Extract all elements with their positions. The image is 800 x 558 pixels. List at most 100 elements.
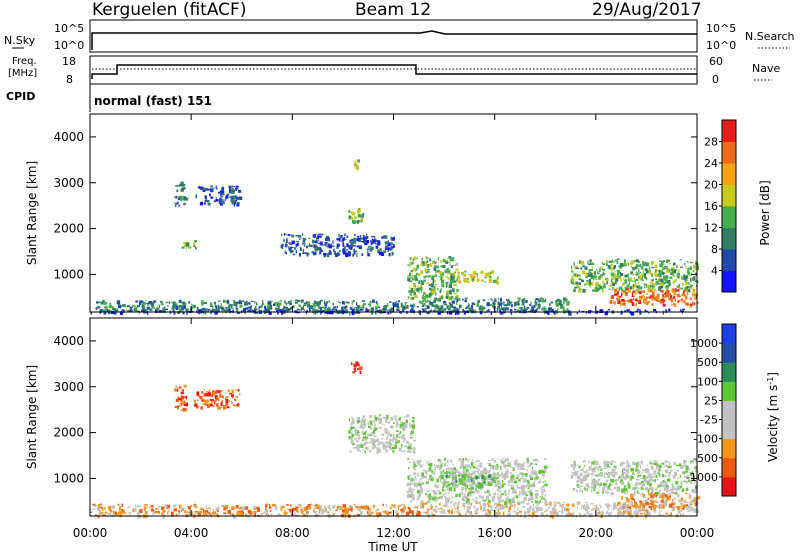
echo-cell-5 [435,498,438,500]
echo-cell-8 [411,297,415,300]
echo-cell-5 [360,220,362,223]
echo-cell-2 [214,395,218,399]
echo-cell-4 [379,414,381,417]
echo-cell-0 [314,507,318,509]
echo-cell-12 [657,296,660,301]
echo-cell-5 [500,469,503,471]
echo-cell-12 [676,289,680,292]
echo-cell-5 [510,498,514,503]
echo-cell-8 [593,487,596,491]
echo-cell-10 [465,307,467,310]
echo-cell-5 [352,212,356,216]
echo-cell-11 [687,269,690,273]
echo-cell-5 [451,496,453,498]
echo-cell-5 [464,464,466,466]
echo-cell-5 [537,482,541,484]
echo-cell-12 [657,300,660,302]
echo-cell-11 [619,277,622,282]
echo-cell-8 [609,472,611,475]
echo-cell-8 [662,474,665,478]
echo-cell-10 [563,299,567,302]
echo-cell-1 [176,305,178,308]
echo-cell-11 [643,273,646,277]
echo-cell-8 [597,478,601,481]
echo-cell-5 [356,220,359,224]
echo-cell-4 [401,443,403,448]
echo-cell-0 [90,508,93,510]
echo-cell-5 [544,483,548,487]
echo-cell-8 [680,480,683,485]
echo-cell-5 [443,472,447,474]
echo-cell-8 [582,460,585,463]
echo-cell-11 [684,279,687,283]
echo-cell-1 [300,299,304,303]
echo-cell-10 [503,303,505,306]
echo-cell-10 [497,301,499,306]
echo-cell-1 [376,309,380,313]
echo-cell-4 [369,432,372,435]
echo-cell-8 [429,258,432,262]
echo-cell-3 [229,196,232,198]
echo-cell-10 [451,309,455,313]
echo-cell-0 [168,509,170,512]
echo-cell-7 [554,501,556,505]
echo-cell-8 [657,465,659,469]
echo-cell-8 [439,295,441,299]
echo-cell-12 [667,290,670,295]
echo-cell-8 [669,488,673,492]
echo-cell-5 [430,468,433,471]
echo-cell-0 [232,513,235,516]
echo-cell-9 [641,493,643,495]
echo-cell-5 [529,492,533,496]
echo-cell-0 [349,505,351,509]
echo-cell-8 [417,290,420,293]
echo-cell-12 [694,297,698,300]
echo-cell-4 [391,440,394,442]
echo-cell-3 [203,202,206,205]
echo-cell-8 [415,268,418,271]
echo-cell-8 [572,473,575,476]
echo-cell-7 [518,510,523,513]
echo-cell-7 [317,235,319,239]
echo-cell-4 [364,450,366,454]
echo-cell-11 [577,274,579,277]
echo-cell-1 [173,304,177,309]
time-tick-label: 20:00 [579,526,614,540]
echo-cell-11 [578,279,582,281]
echo-cell-5 [470,466,472,469]
echo-cell-6 [459,475,461,479]
echo-cell-4 [369,425,373,427]
echo-cell-0 [220,505,224,508]
echo-cell-8 [597,467,600,471]
echo-cell-1 [229,303,231,307]
echo-cell-8 [630,467,634,472]
echo-cell-6 [455,480,458,484]
echo-cell-8 [424,292,426,295]
echo-cell-5 [512,467,515,472]
echo-cell-12 [651,303,654,306]
colorbar-swatch [722,141,736,164]
echo-cell-9 [668,504,671,506]
echo-cell-7 [567,511,571,514]
echo-cell-1 [177,407,179,410]
echo-cell-9 [469,275,474,279]
echo-cell-7 [497,509,499,513]
echo-cell-2 [194,403,198,407]
colorbar-tick-label: 12 [704,222,718,235]
echo-cell-7 [617,503,619,506]
echo-cell-7 [385,245,388,249]
echo-cell-7 [297,235,302,238]
echo-cell-11 [622,283,625,286]
echo-cell-8 [647,489,650,493]
echo-cell-7 [502,505,505,508]
echo-cell-0 [239,511,242,516]
echo-cell-2 [178,195,182,198]
echo-cell-1 [267,307,270,311]
echo-cell-8 [591,461,595,465]
echo-cell-1 [108,310,112,313]
echo-cell-8 [670,469,673,472]
echo-cell-8 [654,478,656,483]
echo-cell-7 [623,510,626,514]
echo-cell-5 [452,484,456,489]
echo-cell-6 [477,484,482,489]
